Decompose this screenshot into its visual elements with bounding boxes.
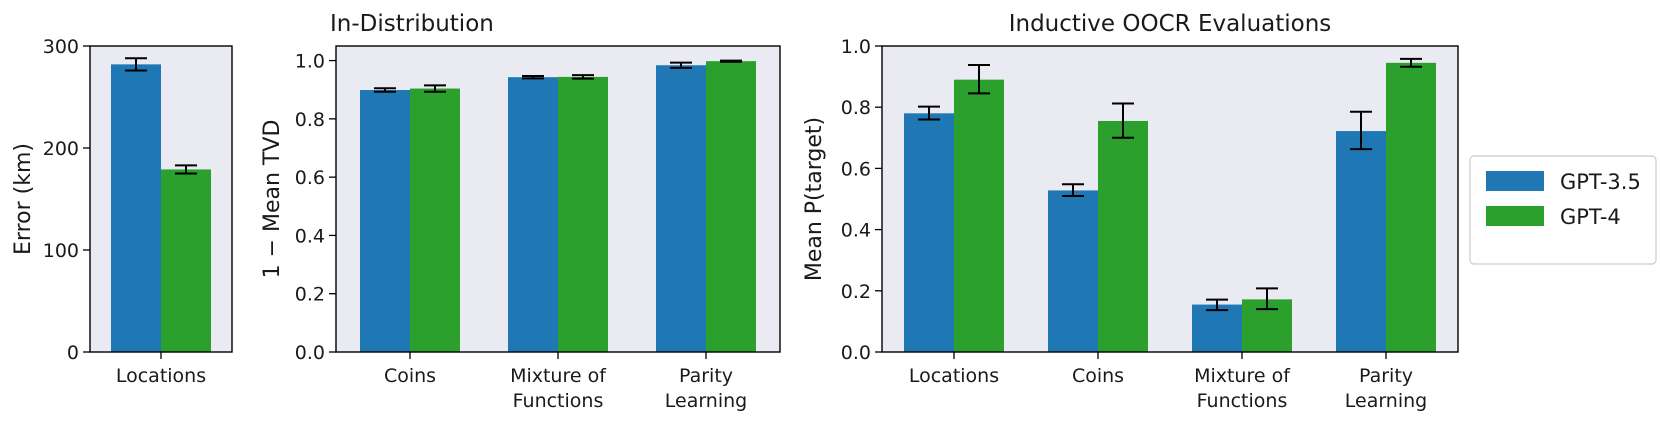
error-bar-gpt-3-5-parity-learning (670, 61, 692, 69)
error-bar-gpt-3-5-mixture-of-functions (522, 75, 544, 80)
y-tick-label: 0.0 (295, 342, 325, 364)
bar-gpt-3-5-coins (1048, 190, 1098, 352)
y-tick-label: 0.4 (295, 225, 325, 247)
bar-gpt-3-5-parity-learning (1336, 131, 1386, 352)
bar-gpt-3-5-coins (360, 90, 410, 353)
error-bar-gpt-4-mixture-of-functions (1256, 287, 1278, 311)
y-tick-label: 300 (43, 36, 79, 58)
error-bar-gpt-3-5-locations (918, 105, 940, 121)
chart-panel-1: 0 100 200 300 Error (km) Locations (11, 36, 233, 387)
y-tick-label: 0.2 (295, 284, 325, 306)
error-bar-gpt-4-coins (1112, 102, 1134, 139)
bar-gpt-4-parity-learning (706, 61, 756, 352)
y-axis-label: Mean P(target) (802, 117, 827, 281)
legend-label-gpt4: GPT-4 (1560, 205, 1621, 229)
y-tick-label: 0.8 (841, 97, 871, 119)
bar-gpt-3-5-mixture-of-functions (1192, 304, 1242, 352)
y-tick-label: 0.2 (841, 281, 871, 303)
chart-panel-2: 0.0 0.2 0.4 0.6 0.8 1.0 1 − Mean TVD In-Distrib… (260, 11, 781, 412)
plot-frame (89, 45, 233, 353)
x-tick-label: Parity Learning (665, 365, 748, 412)
x-tick-label: Coins (1072, 365, 1124, 387)
bar-gpt-3-5-mixture-of-functions (508, 77, 558, 352)
bar-gpt-4-parity-learning (1386, 62, 1436, 352)
y-tick-label: 100 (43, 240, 79, 262)
y-tick-label: 0.8 (295, 109, 325, 131)
bar-gpt-4-coins (410, 88, 460, 352)
legend: GPT-3.5 GPT-4 (1469, 155, 1657, 265)
error-bar-gpt-3-5-coins (1062, 183, 1084, 197)
y-axis-label: 1 − Mean TVD (260, 120, 285, 279)
panel-title: Inductive OOCR Evaluations (1009, 11, 1332, 37)
error-bar-gpt-4-locations (968, 63, 990, 95)
x-tick-label: Mixture of Functions (1194, 365, 1291, 412)
error-bar-gpt-4-mixture-of-functions (572, 74, 594, 80)
bar-gpt-3-5-parity-learning (656, 65, 706, 352)
error-bar-gpt-4-parity-learning (720, 59, 742, 63)
plot-frame (881, 45, 1459, 353)
error-bar-gpt-3-5-mixture-of-functions (1206, 298, 1228, 312)
bar-gpt-3-5-locations (904, 113, 954, 352)
bar-gpt-4-locations (954, 79, 1004, 352)
bar-gpt-3-5-locations (111, 64, 161, 353)
y-tick-label: 1.0 (841, 36, 871, 58)
y-tick-label: 0.6 (295, 167, 325, 189)
y-tick-label: 1.0 (295, 51, 325, 73)
bar-gpt-4-mixture-of-functions (558, 76, 608, 353)
chart-panel-3: 0.0 0.2 0.4 0.6 0.8 1.0 Mean P(target) Inductiv… (802, 11, 1459, 412)
bar-gpt-4-locations (161, 169, 211, 352)
error-bar-gpt-4-parity-learning (1400, 57, 1422, 68)
error-bar-gpt-4-coins (424, 84, 446, 93)
error-bar-gpt-3-5-coins (374, 87, 396, 93)
bar-gpt-4-coins (1098, 120, 1148, 352)
y-tick-label: 200 (43, 138, 79, 160)
y-axis-label: Error (km) (11, 143, 36, 255)
y-tick-label: 0.0 (841, 342, 871, 364)
y-tick-label: 0.6 (841, 158, 871, 180)
legend-label-gpt35: GPT-3.5 (1560, 170, 1641, 194)
error-bar-gpt-3-5-locations (125, 57, 147, 72)
x-tick-label: Coins (384, 365, 436, 387)
x-tick-label: Locations (116, 365, 206, 387)
error-bar-gpt-3-5-parity-learning (1350, 110, 1372, 151)
x-tick-label: Mixture of Functions (510, 365, 607, 412)
error-bar-gpt-4-locations (175, 164, 197, 175)
y-tick-label: 0.4 (841, 220, 871, 242)
panel-title: In-Distribution (330, 11, 494, 37)
y-tick-label: 0 (67, 342, 79, 364)
legend-swatch-gpt35 (1486, 171, 1544, 191)
x-tick-label: Parity Learning (1345, 365, 1428, 412)
plot-frame (335, 45, 781, 353)
legend-swatch-gpt4 (1486, 206, 1544, 226)
x-tick-label: Locations (909, 365, 999, 387)
